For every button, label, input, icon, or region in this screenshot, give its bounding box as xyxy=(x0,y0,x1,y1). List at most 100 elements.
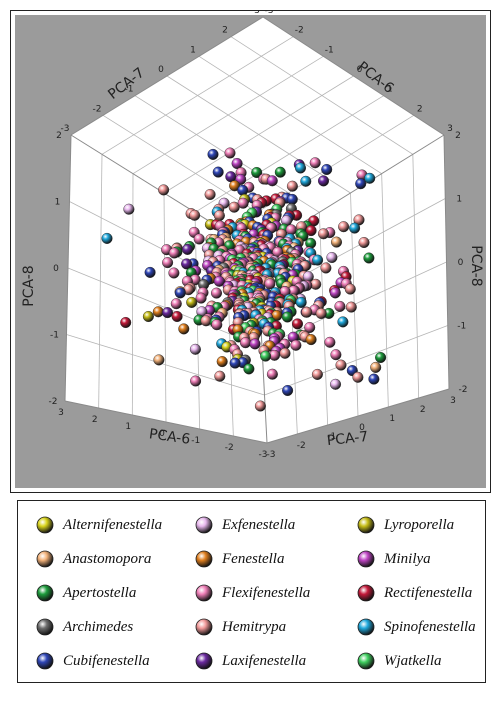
data-point-flexifenestella xyxy=(195,292,207,304)
data-point-hemitrypa xyxy=(352,371,364,383)
data-point-hemitrypa xyxy=(286,180,298,192)
legend-item-spinofenestella: Spinofenestella xyxy=(357,616,476,638)
tick-label: -3 xyxy=(61,124,70,134)
data-point-exfenestella xyxy=(330,378,342,390)
data-point-anastomopora xyxy=(153,354,165,366)
tick-label: 0 xyxy=(357,65,363,75)
tick-label: 2 xyxy=(420,405,426,415)
data-point-cubifenestella xyxy=(237,184,249,196)
legend-label: Alternifenestella xyxy=(63,516,163,533)
data-point-anastomopora xyxy=(331,236,343,248)
tick-label: 1 xyxy=(125,422,131,432)
tick-label: -2 xyxy=(93,104,102,114)
tick-label: -3 xyxy=(259,450,268,460)
data-point-flexifenestella xyxy=(162,257,174,269)
legend-item-hemitrypa: Hemitrypa xyxy=(195,616,286,638)
data-point-hemitrypa xyxy=(318,228,330,240)
axis-label-bottom-left: PCA-6 xyxy=(148,426,191,448)
tick-label: -2 xyxy=(225,443,234,453)
legend: Alternifenestella Exfenestella Lyroporella… xyxy=(17,500,486,683)
data-point-spinofenestella xyxy=(295,162,307,174)
data-point-hemitrypa xyxy=(189,209,201,221)
data-point-flexifenestella xyxy=(168,247,180,259)
tick-label: -1 xyxy=(325,45,334,55)
legend-swatch xyxy=(195,550,213,568)
legend-item-apertostella: Apertostella xyxy=(36,582,136,604)
tick-label: 2 xyxy=(417,104,423,114)
data-point-cubifenestella xyxy=(286,193,298,205)
data-point-fenestella xyxy=(305,334,317,346)
data-point-hemitrypa xyxy=(345,301,357,313)
legend-swatch xyxy=(36,618,54,636)
data-point-laxifenestella xyxy=(161,307,173,319)
legend-swatch xyxy=(357,618,375,636)
legend-label: Laxifenestella xyxy=(222,652,307,669)
tick-label: -1 xyxy=(125,85,134,95)
data-point-lyroporella xyxy=(142,311,154,323)
data-point-flexifenestella xyxy=(224,147,236,159)
legend-label: Hemitrypa xyxy=(222,618,287,635)
data-point-spinofenestella xyxy=(337,316,349,328)
data-point-hemitrypa xyxy=(158,184,170,196)
axis-label-right-vertical: PCA-8 xyxy=(468,245,484,286)
tick-label: 0 xyxy=(158,65,164,75)
legend-label: Flexifenestella xyxy=(222,584,311,601)
legend-swatch xyxy=(357,516,375,534)
data-point-cubifenestella xyxy=(368,373,380,385)
data-point-spinofenestella xyxy=(101,232,113,244)
legend-item-laxifenestella: Laxifenestella xyxy=(195,650,306,672)
legend-label: Minilya xyxy=(384,550,431,567)
data-point-wjatkella xyxy=(260,350,272,362)
legend-item-anastomopora: Anastomopora xyxy=(36,548,151,570)
data-point-cubifenestella xyxy=(282,385,294,397)
data-point-flexifenestella xyxy=(330,349,342,361)
legend-swatch xyxy=(36,652,54,670)
legend-swatch xyxy=(357,584,375,602)
legend-label: Lyroporella xyxy=(384,516,455,533)
data-point-fenestella xyxy=(216,356,228,368)
data-point-spinofenestella xyxy=(295,296,307,308)
legend-item-exfenestella: Exfenestella xyxy=(195,514,295,536)
data-point-hemitrypa xyxy=(344,283,356,295)
legend-item-wjatkella: Wjatkella xyxy=(357,650,441,672)
data-point-flexifenestella xyxy=(239,337,251,349)
data-point-apertostella xyxy=(274,166,286,178)
legend-label: Wjatkella xyxy=(384,652,442,669)
axis-label-left-vertical: PCA-8 xyxy=(21,265,37,306)
tick-label: -1 xyxy=(50,331,59,341)
data-point-cubifenestella xyxy=(144,266,156,278)
data-point-minilya xyxy=(329,287,341,299)
legend-swatch xyxy=(36,516,54,534)
tick-label: -2 xyxy=(459,385,468,395)
data-point-hemitrypa xyxy=(204,188,216,200)
legend-label: Cubifenestella xyxy=(63,652,150,669)
data-point-cubifenestella xyxy=(207,148,219,160)
data-point-flexifenestella xyxy=(324,336,336,348)
data-point-flexifenestella xyxy=(334,300,346,312)
data-point-hemitrypa xyxy=(335,359,347,371)
tick-label: -2 xyxy=(295,26,304,36)
data-point-rectifenestella xyxy=(292,318,304,330)
tick-label: 3 xyxy=(254,11,260,16)
tick-label: 1 xyxy=(387,85,393,95)
data-point-hemitrypa xyxy=(279,347,291,359)
data-points xyxy=(101,147,387,412)
tick-label: 3 xyxy=(447,124,453,134)
tick-label: 2 xyxy=(56,131,62,141)
tick-label: 2 xyxy=(455,131,461,141)
legend-item-rectifenestella: Rectifenestella xyxy=(357,582,472,604)
tick-label: 2 xyxy=(222,26,228,36)
data-point-flexifenestella xyxy=(266,368,278,380)
data-point-flexifenestella xyxy=(168,267,180,279)
data-point-spinofenestella xyxy=(349,222,361,234)
data-point-laxifenestella xyxy=(181,258,193,270)
legend-swatch xyxy=(36,584,54,602)
tick-label: 0 xyxy=(159,429,165,439)
data-point-minilya xyxy=(213,275,225,287)
legend-swatch xyxy=(357,652,375,670)
legend-item-flexifenestella: Flexifenestella xyxy=(195,582,310,604)
legend-label: Spinofenestella xyxy=(384,618,476,635)
legend-item-fenestella: Fenestella xyxy=(195,548,284,570)
legend-label: Archimedes xyxy=(63,618,134,635)
